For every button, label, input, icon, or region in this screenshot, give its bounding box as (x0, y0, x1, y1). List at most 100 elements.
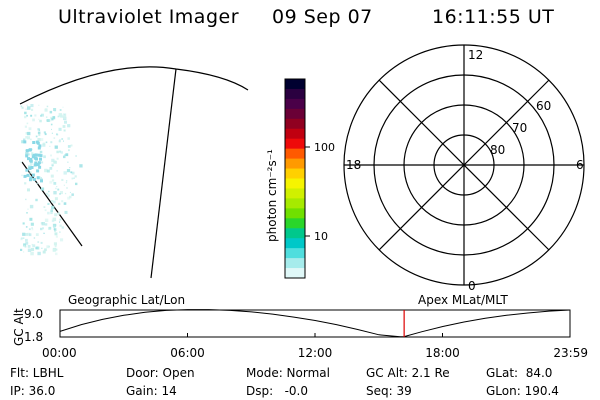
emission-speck (25, 226, 28, 228)
emission-speck (68, 149, 70, 152)
emission-speck (55, 187, 57, 190)
mode-readout: Mode: Normal (246, 366, 330, 380)
emission-speck (23, 138, 26, 141)
emission-speck (69, 195, 72, 199)
emission-speck (63, 129, 66, 132)
emission-speck (50, 209, 53, 212)
emission-speck (71, 171, 75, 175)
emission-speck (50, 211, 53, 215)
instrument-title: Ultraviolet Imager (58, 6, 240, 28)
emission-speck (53, 242, 57, 246)
emission-speck (29, 162, 33, 165)
emission-speck (26, 173, 30, 177)
emission-speck (44, 133, 47, 136)
emission-speck (55, 235, 58, 238)
emission-speck (40, 114, 42, 117)
emission-speck (39, 157, 42, 161)
colorbar-swatch (285, 108, 305, 120)
mlt-label-18: 18 (346, 158, 361, 172)
lat-label-80: 80 (490, 143, 505, 157)
emission-speck (31, 108, 34, 111)
emission-speck (24, 245, 27, 248)
emission-speck (27, 208, 29, 210)
emission-speck (52, 217, 57, 222)
emission-speck (67, 124, 71, 128)
date-label: 09 Sep 07 (272, 6, 373, 28)
emission-speck (20, 248, 23, 251)
filter-readout: Flt: LBHL (10, 366, 64, 380)
emission-speck (28, 228, 31, 231)
emission-speck (64, 114, 66, 117)
gain-readout: Gain: 14 (126, 384, 177, 398)
emission-speck (28, 153, 31, 156)
emission-speck (63, 155, 66, 159)
emission-speck (33, 156, 37, 160)
emission-speck (48, 119, 52, 122)
emission-speck (62, 125, 66, 128)
emission-speck (79, 164, 83, 168)
emission-speck (30, 104, 34, 108)
emission-speck (36, 176, 40, 180)
emission-speck (46, 245, 50, 249)
colorbar-frame (284, 78, 306, 279)
auroral-emission-speckles (20, 104, 83, 256)
emission-speck (64, 192, 67, 195)
emission-speck (52, 223, 57, 227)
colorbar-swatch (285, 268, 305, 279)
emission-speck (61, 226, 64, 229)
dsp-readout: Dsp: -0.0 (246, 384, 309, 398)
emission-speck (43, 206, 46, 208)
emission-speck (63, 202, 67, 205)
colorbar-swatch (285, 98, 305, 110)
emission-speck (56, 150, 59, 154)
emission-speck (48, 245, 50, 248)
emission-speck (74, 175, 77, 178)
emission-speck (31, 227, 33, 229)
emission-speck (50, 154, 52, 157)
emission-speck (57, 188, 60, 191)
emission-speck (34, 153, 38, 157)
emission-speck (38, 104, 40, 106)
seq-readout: Seq: 39 (366, 384, 412, 398)
emission-speck (54, 213, 58, 217)
emission-speck (24, 125, 27, 128)
emission-speck (63, 171, 67, 175)
emission-speck (61, 200, 64, 203)
emission-speck (30, 222, 34, 226)
emission-speck (36, 169, 40, 173)
emission-speck (53, 225, 56, 228)
emission-speck (27, 248, 32, 252)
emission-speck (29, 158, 33, 162)
colorbar-swatch (285, 79, 305, 90)
emission-speck (64, 154, 66, 156)
emission-speck (59, 109, 62, 111)
time-label: 16:11:55 UT (432, 6, 555, 28)
emission-speck (42, 227, 44, 230)
emission-speck (28, 127, 32, 131)
lat-label-70: 70 (512, 121, 527, 135)
emission-speck (21, 140, 25, 144)
colorbar-swatch (285, 208, 305, 219)
emission-speck (42, 142, 46, 146)
emission-speck (57, 115, 60, 118)
emission-speck (47, 211, 50, 215)
x-axis-ticks: 00:00 06:00 12:00 18:00 23:59 (42, 333, 588, 360)
emission-speck (64, 210, 68, 214)
emission-speck (39, 154, 43, 158)
emission-speck (24, 111, 27, 115)
emission-speck (26, 114, 28, 117)
emission-speck (56, 157, 59, 160)
emission-speck (38, 118, 40, 120)
emission-speck (67, 145, 71, 148)
emission-speck (26, 212, 28, 214)
emission-speck (36, 162, 40, 166)
emission-speck (70, 144, 73, 147)
y-tick-label-max: 9.0 (24, 307, 43, 321)
plot-frame (59, 309, 571, 338)
emission-speck (27, 188, 30, 192)
emission-speck (37, 131, 41, 135)
emission-speck (59, 224, 62, 227)
colorbar-swatches (285, 79, 305, 279)
emission-speck (37, 146, 41, 150)
emission-speck (25, 154, 29, 158)
